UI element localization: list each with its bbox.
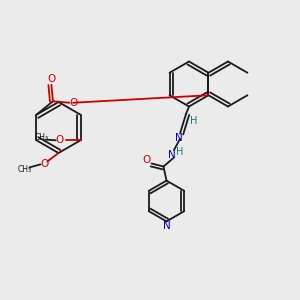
Text: CH₃: CH₃ xyxy=(17,165,32,174)
Text: CH₃: CH₃ xyxy=(34,133,49,142)
Text: O: O xyxy=(47,74,56,84)
Text: N: N xyxy=(163,221,170,231)
Text: O: O xyxy=(55,135,63,145)
Text: O: O xyxy=(40,159,49,170)
Text: H: H xyxy=(176,147,183,158)
Text: H: H xyxy=(190,116,197,127)
Text: N: N xyxy=(175,133,182,143)
Text: N: N xyxy=(168,150,176,161)
Text: O: O xyxy=(142,155,150,165)
Text: O: O xyxy=(69,98,77,108)
